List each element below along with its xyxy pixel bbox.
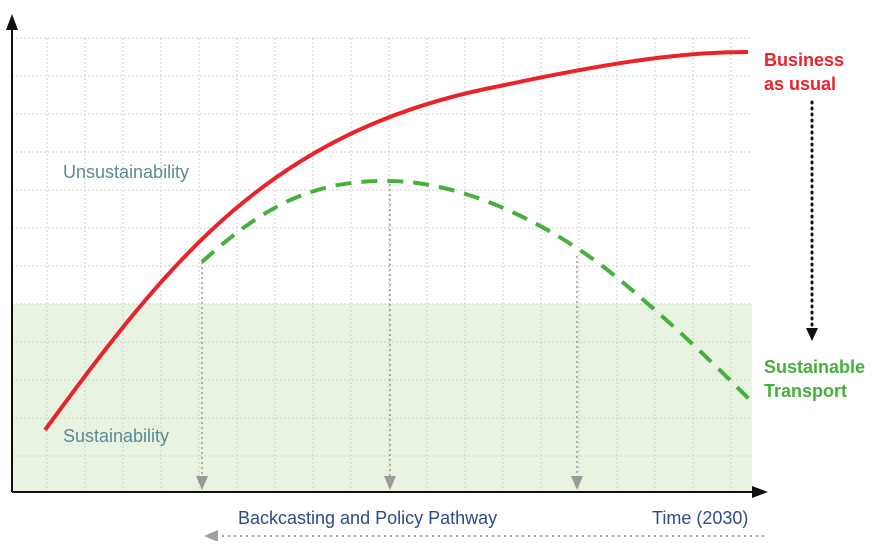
business-as-usual-line2: as usual bbox=[764, 72, 844, 96]
time-axis-label: Time (2030) bbox=[652, 508, 748, 529]
pathway-label: Backcasting and Policy Pathway bbox=[238, 508, 497, 529]
sustainable-transport-line1: Sustainable bbox=[764, 355, 865, 379]
pathway-arrowhead bbox=[204, 530, 218, 541]
unsustainability-label: Unsustainability bbox=[63, 162, 189, 183]
business-as-usual-line1: Business bbox=[764, 48, 844, 72]
transition-arrowhead bbox=[806, 328, 818, 341]
business-as-usual-label: Business as usual bbox=[764, 48, 844, 96]
x-axis-arrowhead bbox=[752, 486, 768, 498]
sustainable-transport-label: Sustainable Transport bbox=[764, 355, 865, 403]
sustainable-transport-line2: Transport bbox=[764, 379, 865, 403]
y-axis-arrowhead bbox=[6, 14, 18, 30]
sustainability-label: Sustainability bbox=[63, 426, 169, 447]
